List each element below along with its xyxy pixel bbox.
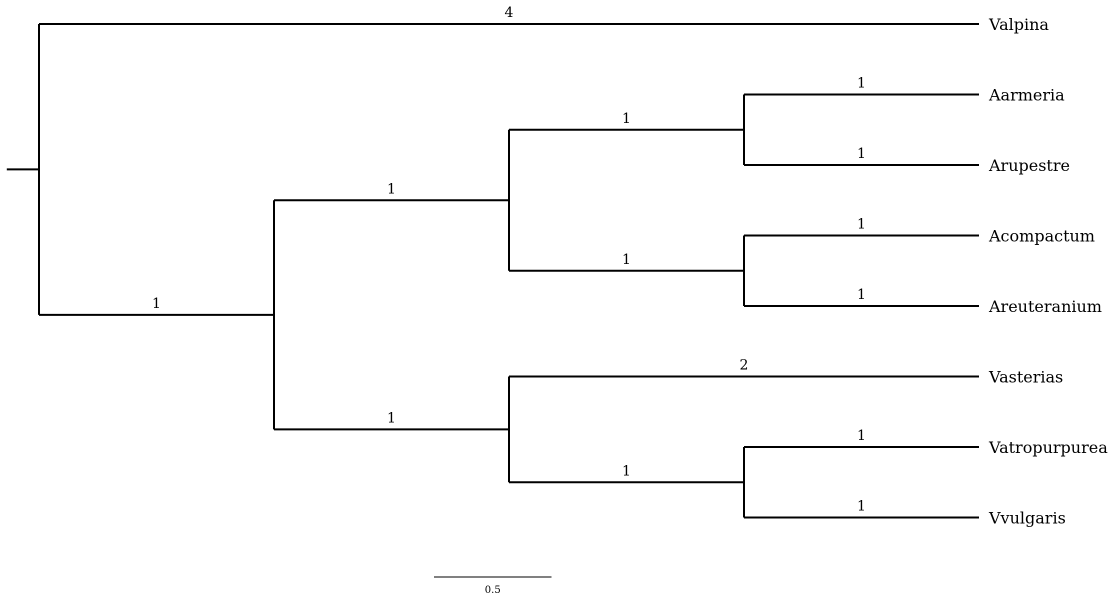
branch-length-label: 1	[857, 428, 866, 444]
branch-length-label: 1	[857, 217, 866, 233]
branch-length-label: 4	[505, 5, 514, 21]
tip-label-vasterias: Vasterias	[988, 368, 1063, 387]
branch-length-label: 1	[622, 252, 631, 268]
tip-label-arupestre: Arupestre	[988, 156, 1070, 175]
tip-label-acompactum: Acompactum	[988, 227, 1095, 246]
tip-label-areuteranium: Areuteranium	[988, 297, 1102, 316]
branch-length-label: 1	[857, 146, 866, 162]
scale-bar: 0.5	[434, 576, 552, 596]
branch-length-label: 1	[857, 76, 866, 92]
branch-length-label: 1	[387, 410, 396, 426]
tip-label-valpina: Valpina	[988, 15, 1049, 34]
tip-label-vvulgaris: Vvulgaris	[988, 509, 1066, 528]
tip-label-vatropurpurea: Vatropurpurea	[988, 438, 1108, 457]
branch-length-label: 1	[622, 463, 631, 479]
branch-length-label: 2	[740, 358, 749, 374]
branch-length-label: 1	[857, 287, 866, 303]
branch-length-label: 1	[387, 181, 396, 197]
branch-length-label: 1	[857, 499, 866, 515]
tree-labels: 4 Valpina 1 1 1 1 Aarmeria 1 Arupestre 1 1 Acompact…	[152, 5, 1108, 528]
tree-branches	[6, 23, 979, 519]
branch-length-label: 1	[622, 111, 631, 127]
scale-bar-label: 0.5	[485, 585, 501, 596]
branch-length-label: 1	[152, 296, 161, 312]
tip-label-aarmeria: Aarmeria	[988, 86, 1065, 105]
